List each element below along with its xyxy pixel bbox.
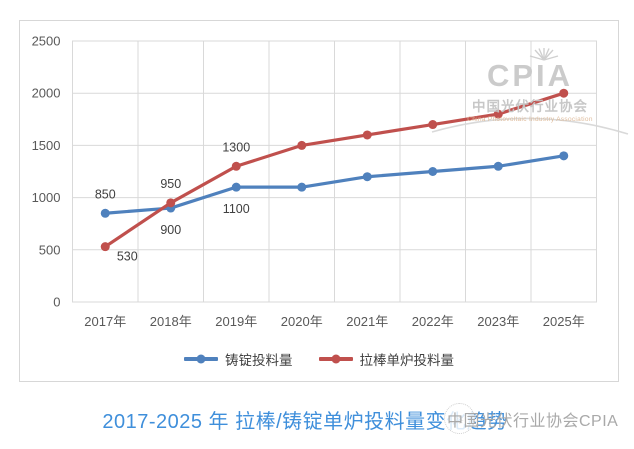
- legend-dot-icon: [196, 354, 206, 364]
- watermark-footer-text: 中国光伏行业协会CPIA: [447, 413, 619, 430]
- data-point-marker: [362, 172, 372, 182]
- legend-line-marker-icon: [184, 354, 218, 364]
- data-point-marker: [428, 167, 438, 176]
- legend: 铸锭投料量 拉棒单炉投料量: [20, 349, 618, 369]
- x-axis-tick-label: 2017年: [84, 314, 126, 329]
- data-point-marker: [231, 161, 241, 171]
- legend-line-marker-icon: [318, 354, 353, 364]
- y-axis-tick-label: 1000: [32, 190, 61, 205]
- chart-frame: 0 500 1000 1500 2000 2500 2017年 2018年 2019年 2020年…: [19, 20, 629, 382]
- data-point-marker: [100, 242, 110, 252]
- legend-dot-icon: [331, 354, 340, 364]
- legend-item-rod[interactable]: 拉棒单炉投料量: [318, 349, 455, 369]
- watermark-seal-icon: ☼: [444, 403, 475, 434]
- x-axis-tick-label: 2025年: [543, 314, 585, 329]
- x-axis-tick-label: 2021年: [346, 314, 388, 329]
- y-axis-tick-label: 1500: [32, 138, 61, 153]
- data-point-marker: [100, 208, 110, 218]
- data-point-marker: [559, 88, 569, 98]
- data-label: 900: [160, 223, 181, 237]
- legend-item-ingot[interactable]: 铸锭投料量: [184, 349, 293, 369]
- data-label: 1100: [223, 202, 250, 216]
- data-point-marker: [428, 120, 438, 130]
- y-axis-tick-label: 2000: [32, 86, 61, 101]
- data-point-marker: [231, 182, 241, 192]
- y-axis-tick-label: 2500: [32, 34, 61, 49]
- data-point-marker: [297, 140, 307, 150]
- data-label: 1300: [222, 140, 250, 154]
- plot-area-border: [72, 40, 597, 303]
- series-line: [103, 91, 566, 249]
- data-point-marker: [297, 182, 307, 192]
- data-point-marker: [166, 198, 176, 208]
- data-label: 850: [95, 187, 116, 201]
- x-axis-tick-label: 2020年: [281, 314, 323, 329]
- x-axis-tick-label: 2019年: [215, 314, 257, 329]
- data-point-marker: [362, 130, 372, 140]
- series-line: [103, 154, 566, 215]
- x-axis-tick-label: 2018年: [150, 314, 192, 329]
- data-label: 950: [160, 177, 181, 191]
- y-axis-tick-label: 0: [53, 295, 60, 310]
- chart-caption: 2017-2025 年 拉棒/铸锭单炉投料量变化趋势: [102, 411, 508, 433]
- x-axis-tick-label: 2023年: [477, 314, 519, 329]
- data-point-marker: [559, 151, 569, 161]
- legend-label: 拉棒单炉投料量: [359, 353, 455, 368]
- line-chart: 0 500 1000 1500 2000 2500 2017年 2018年 2019年 2020年…: [32, 34, 597, 329]
- data-point-marker: [493, 161, 503, 171]
- data-point-marker: [493, 109, 503, 119]
- y-axis-tick-label: 500: [39, 242, 61, 257]
- data-label: 530: [117, 250, 138, 264]
- legend-label: 铸锭投料量: [225, 353, 293, 368]
- x-axis-tick-label: 2022年: [412, 314, 454, 329]
